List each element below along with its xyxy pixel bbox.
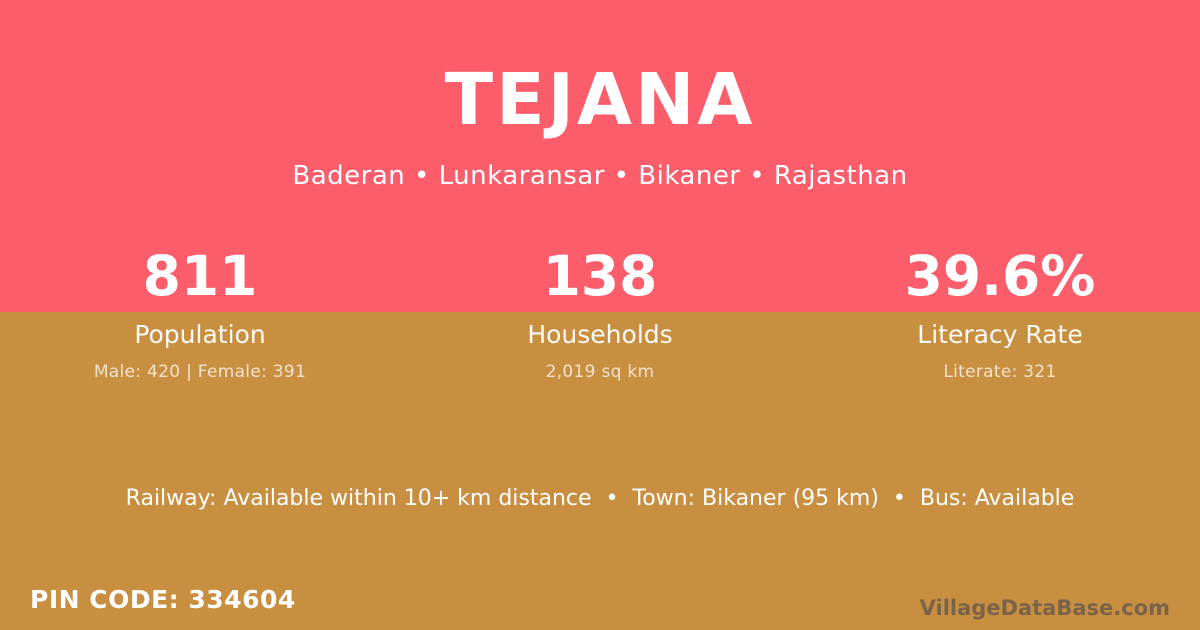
literate-detail: Literate: 321	[943, 362, 1057, 382]
households-value: 138	[542, 244, 658, 308]
area-detail: 2,019 sq km	[545, 362, 655, 382]
pin-code: PIN CODE: 334604	[30, 585, 296, 614]
transport-availability-line: Railway: Available within 10+ km distanc…	[125, 486, 1075, 511]
population-label: Population	[134, 320, 266, 349]
gender-split-detail: Male: 420 | Female: 391	[93, 362, 307, 382]
village-name-title: TEJANA	[444, 58, 756, 141]
details-section: Population Households Literacy Rate Male…	[0, 312, 1200, 630]
footer: PIN CODE: 334604 VillageDataBase.com	[30, 585, 1170, 620]
stat-values-row: 811 138 39.6%	[0, 249, 1200, 312]
stat-labels-row: Population Households Literacy Rate	[0, 312, 1200, 349]
stat-details-row: Male: 420 | Female: 391 2,019 sq km Lite…	[0, 349, 1200, 382]
population-value: 811	[142, 244, 258, 308]
households-label: Households	[527, 320, 673, 349]
location-breadcrumb: Baderan • Lunkaransar • Bikaner • Rajast…	[292, 161, 908, 191]
pin-code-label: PIN CODE:	[30, 585, 180, 614]
literacy-rate-value: 39.6%	[904, 244, 1096, 308]
literacy-rate-label: Literacy Rate	[917, 320, 1083, 349]
hero-section: TEJANA Baderan • Lunkaransar • Bikaner •…	[0, 0, 1200, 312]
watermark-brand: VillageDataBase.com	[919, 596, 1170, 620]
pin-code-value: 334604	[188, 585, 296, 614]
